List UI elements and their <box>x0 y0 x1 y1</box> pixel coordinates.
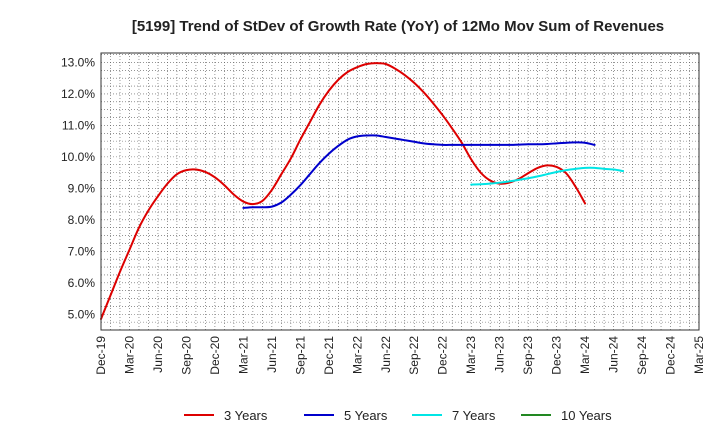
y-axis-ticks: 5.0% 6.0% 7.0% 8.0% 9.0% 10.0% 11.0% 12.0% 13.0% <box>61 55 95 321</box>
legend-label: 10 Years <box>561 408 612 423</box>
y-tick-label: 12.0% <box>61 87 95 101</box>
x-tick-label: Sep-23 <box>521 336 535 375</box>
x-tick-label: Dec-24 <box>664 336 678 375</box>
x-tick-label: Dec-19 <box>94 336 108 375</box>
y-tick-label: 5.0% <box>68 307 96 321</box>
x-tick-label: Mar-24 <box>578 336 592 374</box>
x-tick-label: Mar-22 <box>350 336 364 374</box>
y-tick-label: 7.0% <box>68 244 96 258</box>
x-tick-label: Mar-20 <box>122 336 136 374</box>
series-line-3-years <box>100 62 587 320</box>
series-line-7-years <box>470 166 625 186</box>
y-tick-label: 8.0% <box>68 213 96 227</box>
x-tick-label: Sep-22 <box>407 336 421 375</box>
x-tick-label: Dec-20 <box>208 336 222 375</box>
series-line-5-years <box>242 134 596 209</box>
x-tick-label: Dec-23 <box>550 336 564 375</box>
x-axis-ticks: Dec-19 Mar-20 Jun-20 Sep-20 Dec-20 Mar-21 Jun-… <box>94 336 706 375</box>
legend-label: 3 Years <box>224 408 268 423</box>
y-tick-label: 13.0% <box>61 55 95 69</box>
x-tick-label: Mar-23 <box>464 336 478 374</box>
series-lines <box>100 62 625 320</box>
x-tick-label: Sep-24 <box>635 336 649 375</box>
x-tick-label: Jun-24 <box>607 336 621 373</box>
legend: 3 Years 5 Years 7 Years 10 Years <box>184 408 612 423</box>
y-tick-label: 9.0% <box>68 181 96 195</box>
y-tick-label: 6.0% <box>68 276 96 290</box>
x-tick-label: Dec-21 <box>322 336 336 375</box>
x-tick-label: Sep-21 <box>293 336 307 375</box>
x-tick-label: Jun-23 <box>493 336 507 373</box>
x-tick-label: Jun-21 <box>265 336 279 373</box>
plot-area-border <box>100 52 700 331</box>
x-tick-label: Dec-22 <box>436 336 450 375</box>
legend-label: 7 Years <box>452 408 496 423</box>
y-tick-label: 11.0% <box>62 118 95 132</box>
x-tick-label: Sep-20 <box>179 336 193 375</box>
x-tick-label: Jun-22 <box>379 336 393 373</box>
x-tick-label: Mar-21 <box>236 336 250 374</box>
legend-label: 5 Years <box>344 408 388 423</box>
chart-title: [5199] Trend of StDev of Growth Rate (Yo… <box>132 18 664 35</box>
y-tick-label: 10.0% <box>61 150 95 164</box>
x-tick-label: Jun-20 <box>151 336 165 373</box>
gridlines <box>100 53 700 331</box>
x-tick-label: Mar-25 <box>692 336 706 374</box>
